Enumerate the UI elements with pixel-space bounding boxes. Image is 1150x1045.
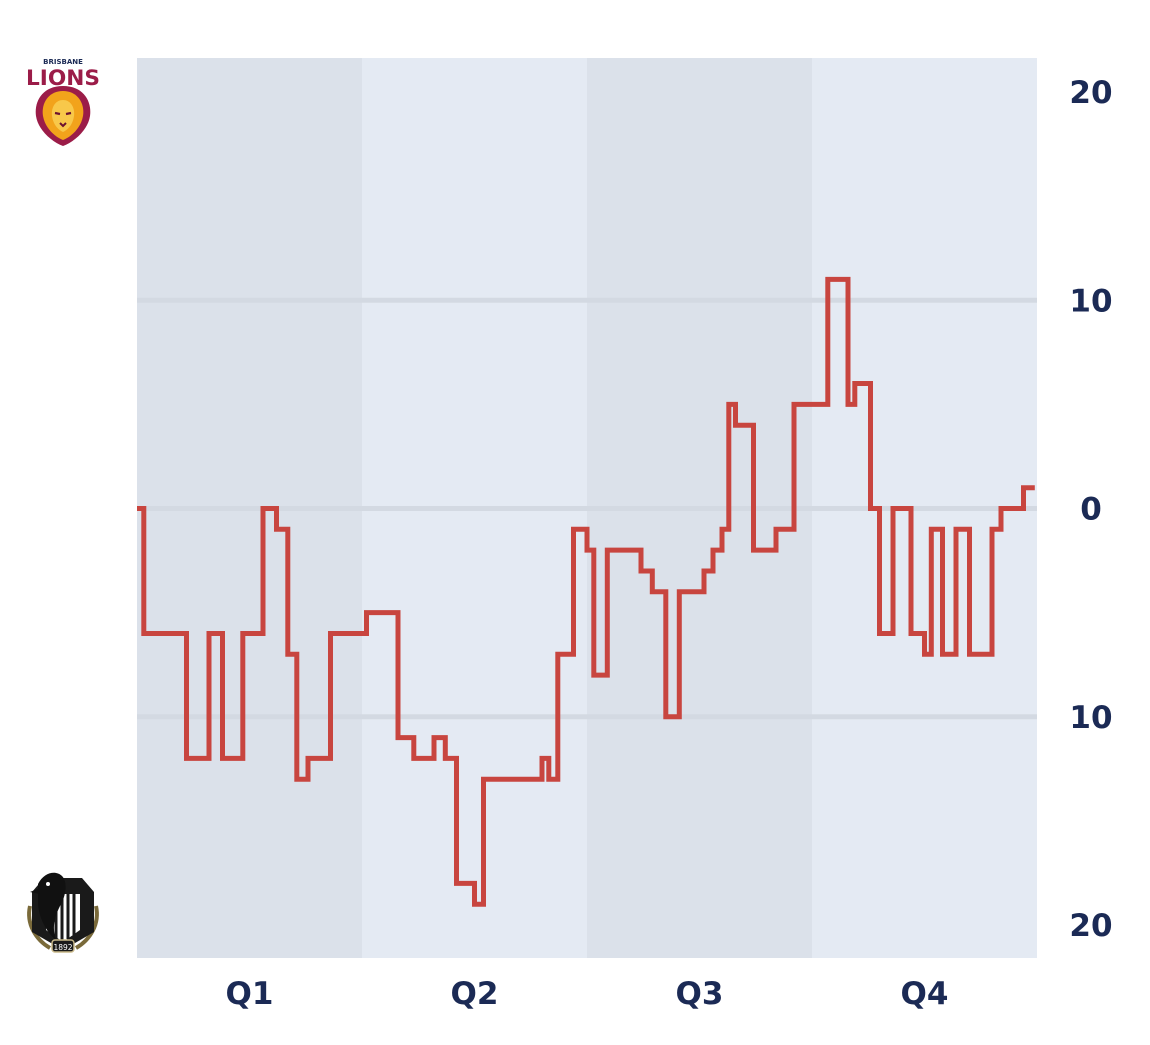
quarter-labels: Q1 Q2 Q3 Q4 bbox=[226, 976, 949, 1012]
y-tick-label: 20 bbox=[1069, 75, 1112, 111]
y-tick-label: 20 bbox=[1069, 908, 1112, 944]
margin-line bbox=[137, 276, 1035, 907]
quarter-label: Q4 bbox=[901, 976, 949, 1012]
lion-head-icon: BRISBANE LIONS bbox=[26, 58, 100, 146]
y-axis-ticks: 20 10 0 10 20 bbox=[1069, 75, 1112, 944]
team-name-small: BRISBANE bbox=[43, 58, 83, 66]
y-tick-label: 10 bbox=[1069, 700, 1112, 736]
quarter-label: Q3 bbox=[676, 976, 724, 1012]
gridlines bbox=[137, 297, 1037, 720]
y-tick-label: 0 bbox=[1080, 492, 1102, 528]
magpie-icon: 1892 bbox=[27, 872, 99, 953]
founded-year: 1892 bbox=[53, 943, 72, 952]
y-tick-label: 10 bbox=[1069, 283, 1112, 319]
quarter-label: Q2 bbox=[451, 976, 499, 1012]
quarter-label: Q1 bbox=[226, 976, 274, 1012]
